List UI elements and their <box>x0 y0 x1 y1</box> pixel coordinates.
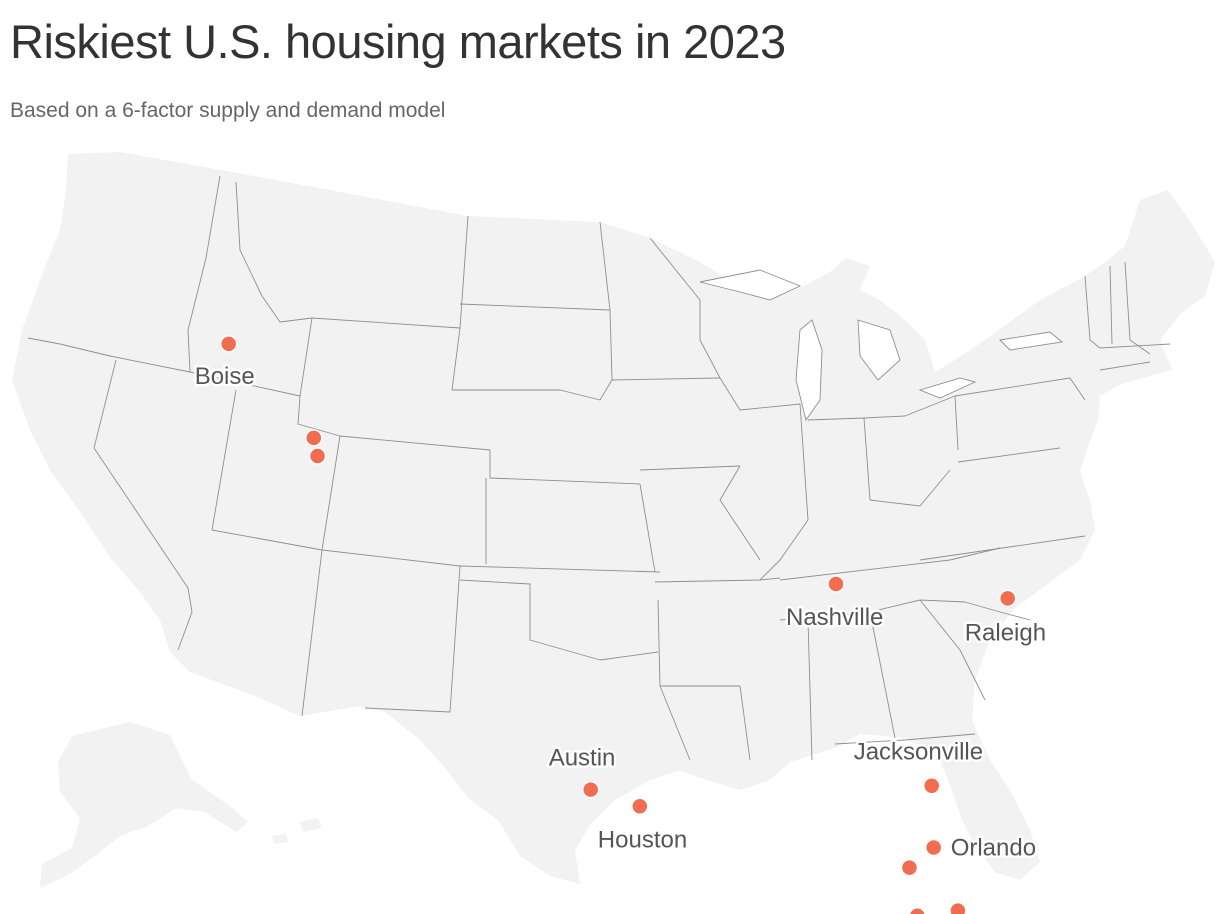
market-labels: Boise Nashville Raleigh Austin Houston Jackso… <box>192 360 1048 864</box>
market-dot-ut-north[interactable] <box>305 429 323 447</box>
market-label-raleigh: Raleigh <box>965 619 1046 646</box>
state-borders <box>27 175 1171 761</box>
market-markers <box>219 335 1017 914</box>
market-dot-fl-capecoral[interactable] <box>908 906 926 914</box>
market-dot-fl-westpalm[interactable] <box>949 901 967 914</box>
market-dot-orlando[interactable] <box>924 838 943 857</box>
market-label-jacksonville: Jacksonville <box>854 739 983 766</box>
market-label-houston: Houston <box>598 826 687 853</box>
market-dot-boise[interactable] <box>219 335 238 353</box>
market-dot-houston[interactable] <box>631 797 649 816</box>
us-landmass <box>12 152 1215 884</box>
great-lakes <box>699 269 1064 422</box>
market-label-austin: Austin <box>549 745 616 772</box>
market-dot-jacksonville[interactable] <box>922 776 941 795</box>
page-subtitle: Based on a 6-factor supply and demand mo… <box>10 99 446 122</box>
market-label-boise: Boise <box>195 363 255 390</box>
page-title: Riskiest U.S. housing markets in 2023 <box>10 15 786 68</box>
market-dot-nashville[interactable] <box>827 575 845 593</box>
aleutian-islands <box>272 818 322 844</box>
market-label-nashville: Nashville <box>786 604 883 631</box>
us-housing-map: Boise Nashville Raleigh Austin Houston Jackso… <box>12 152 1215 914</box>
market-dot-ut-south[interactable] <box>308 447 327 465</box>
market-dot-raleigh[interactable] <box>998 589 1017 608</box>
alaska-inset <box>40 722 248 888</box>
market-label-orlando: Orlando <box>951 835 1036 862</box>
market-dot-fl-tampa[interactable] <box>900 858 919 877</box>
market-dot-austin[interactable] <box>581 780 600 799</box>
